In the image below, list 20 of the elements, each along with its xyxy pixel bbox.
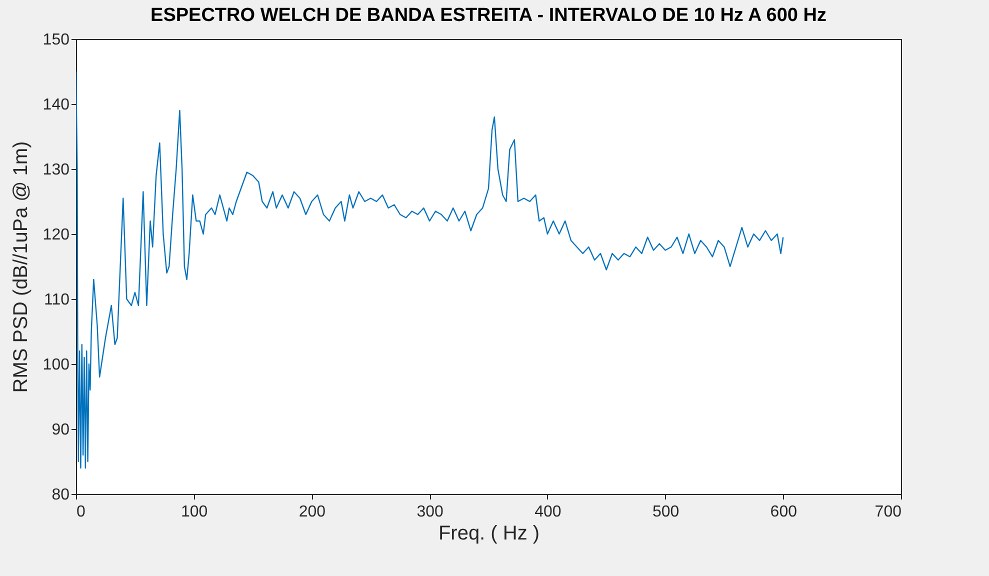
x-tick-label: 300 <box>416 504 444 520</box>
x-tick-label: 0 <box>76 504 86 520</box>
y-axis-title: RMS PSD (dB//1uPa @ 1m) <box>10 141 32 393</box>
x-tick-label: 500 <box>652 504 680 520</box>
chart-title: ESPECTRO WELCH DE BANDA ESTREITA - INTERVALO DE 10 Hz A 600 Hz <box>150 5 826 26</box>
y-tick-label: 100 <box>42 356 70 374</box>
y-tick-label: 150 <box>42 32 70 48</box>
y-tick-label: 130 <box>42 162 70 178</box>
line-series <box>76 70 784 469</box>
y-tick-label: 140 <box>42 96 70 114</box>
x-tick-label: 600 <box>770 504 798 520</box>
x-tick-label: 400 <box>534 504 562 520</box>
x-axis-title: Freq. ( Hz ) <box>438 522 540 544</box>
x-tick-label: 200 <box>298 504 326 520</box>
y-tick-label: 120 <box>42 226 70 244</box>
y-tick-label: 80 <box>52 486 70 504</box>
y-tick-label: 90 <box>52 422 70 438</box>
x-tick-label: 700 <box>874 504 902 520</box>
y-tick-label: 110 <box>44 292 70 308</box>
x-tick-label: 100 <box>181 504 208 520</box>
